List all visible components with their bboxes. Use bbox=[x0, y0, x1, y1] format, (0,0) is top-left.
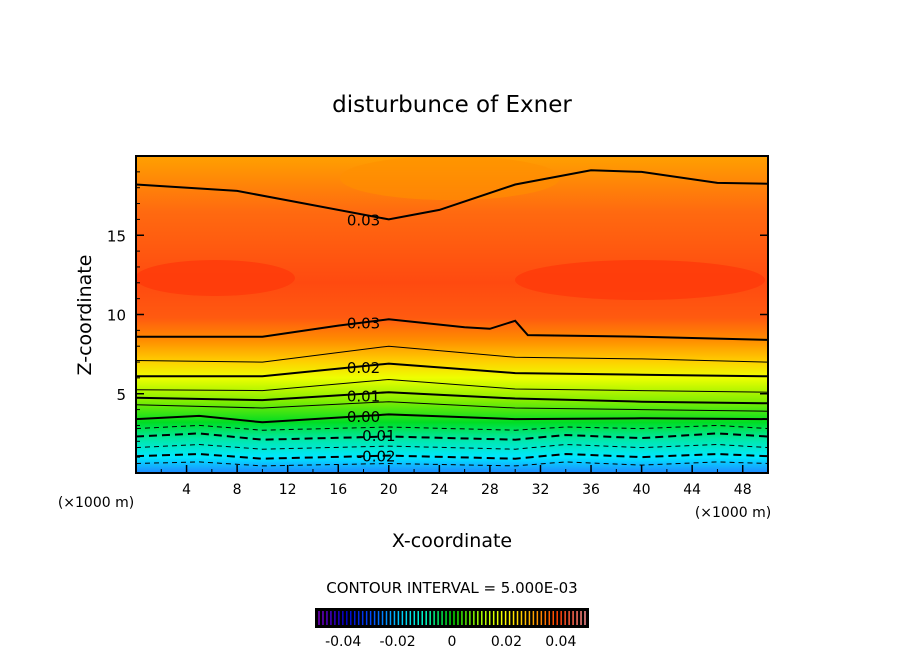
contour-line bbox=[136, 345, 768, 363]
x-tick-label: 28 bbox=[481, 482, 499, 498]
contour-line bbox=[136, 391, 768, 405]
contour-label: 0.02 bbox=[347, 359, 380, 377]
plot-fill bbox=[136, 156, 768, 473]
y-tick-label: 5 bbox=[116, 386, 126, 404]
x-tick-label: 20 bbox=[380, 482, 398, 498]
x-axis-label: X-coordinate bbox=[392, 530, 512, 552]
contour-label: 0.03 bbox=[347, 314, 380, 332]
x-tick-label: 8 bbox=[233, 482, 242, 498]
y-tick-label: 10 bbox=[107, 307, 126, 325]
contour-line bbox=[136, 443, 768, 450]
colorbar-tick-label: -0.02 bbox=[379, 634, 415, 650]
x-tick-label: 16 bbox=[329, 482, 347, 498]
x-tick-label: 48 bbox=[734, 482, 752, 498]
x-tick-label: 44 bbox=[683, 482, 701, 498]
x-tick-label: 4 bbox=[182, 482, 191, 498]
contour-label: -0.01 bbox=[357, 427, 396, 445]
contour-line bbox=[136, 413, 768, 424]
top-region bbox=[340, 156, 560, 200]
colorbar-frame bbox=[315, 608, 589, 628]
contour-line bbox=[136, 452, 768, 460]
x-tick-label: 40 bbox=[633, 482, 651, 498]
contour-label: 0.01 bbox=[347, 387, 380, 405]
contour-line bbox=[136, 362, 768, 378]
x-unit-left: (×1000 m) bbox=[58, 495, 134, 511]
chart-title: disturbunce of Exner bbox=[332, 92, 572, 118]
y-tick-label: 15 bbox=[107, 227, 126, 245]
colorbar-tick-label: 0.04 bbox=[545, 634, 576, 650]
colorbar-tick-label: 0.02 bbox=[491, 634, 522, 650]
contour-line bbox=[136, 318, 768, 341]
colorbar: -0.04 -0.02 0 0.02 0.04 bbox=[315, 608, 589, 650]
y-axis-label: Z-coordinate bbox=[74, 255, 96, 376]
contour-line bbox=[136, 401, 768, 412]
x-tick-label: 12 bbox=[279, 482, 297, 498]
contour-label: -0.02 bbox=[357, 448, 396, 466]
max-region-right bbox=[515, 260, 765, 300]
colorbar-tick-label: -0.04 bbox=[325, 634, 361, 650]
contour-line bbox=[136, 169, 768, 221]
contour-line bbox=[136, 461, 768, 467]
contour-label: 0.00 bbox=[347, 408, 380, 426]
contour-interval: CONTOUR INTERVAL = 5.000E-03 bbox=[326, 579, 577, 597]
contour-line bbox=[136, 378, 768, 393]
x-tick-label: 36 bbox=[582, 482, 600, 498]
contour-line bbox=[136, 432, 768, 441]
x-unit-right: (×1000 m) bbox=[695, 505, 771, 521]
x-tick-label: 24 bbox=[430, 482, 448, 498]
contour-line bbox=[136, 424, 768, 431]
max-region-left bbox=[136, 260, 295, 296]
colorbar-tick-label: 0 bbox=[448, 634, 457, 650]
x-tick-label: 32 bbox=[532, 482, 550, 498]
contour-label: 0.03 bbox=[347, 211, 380, 229]
